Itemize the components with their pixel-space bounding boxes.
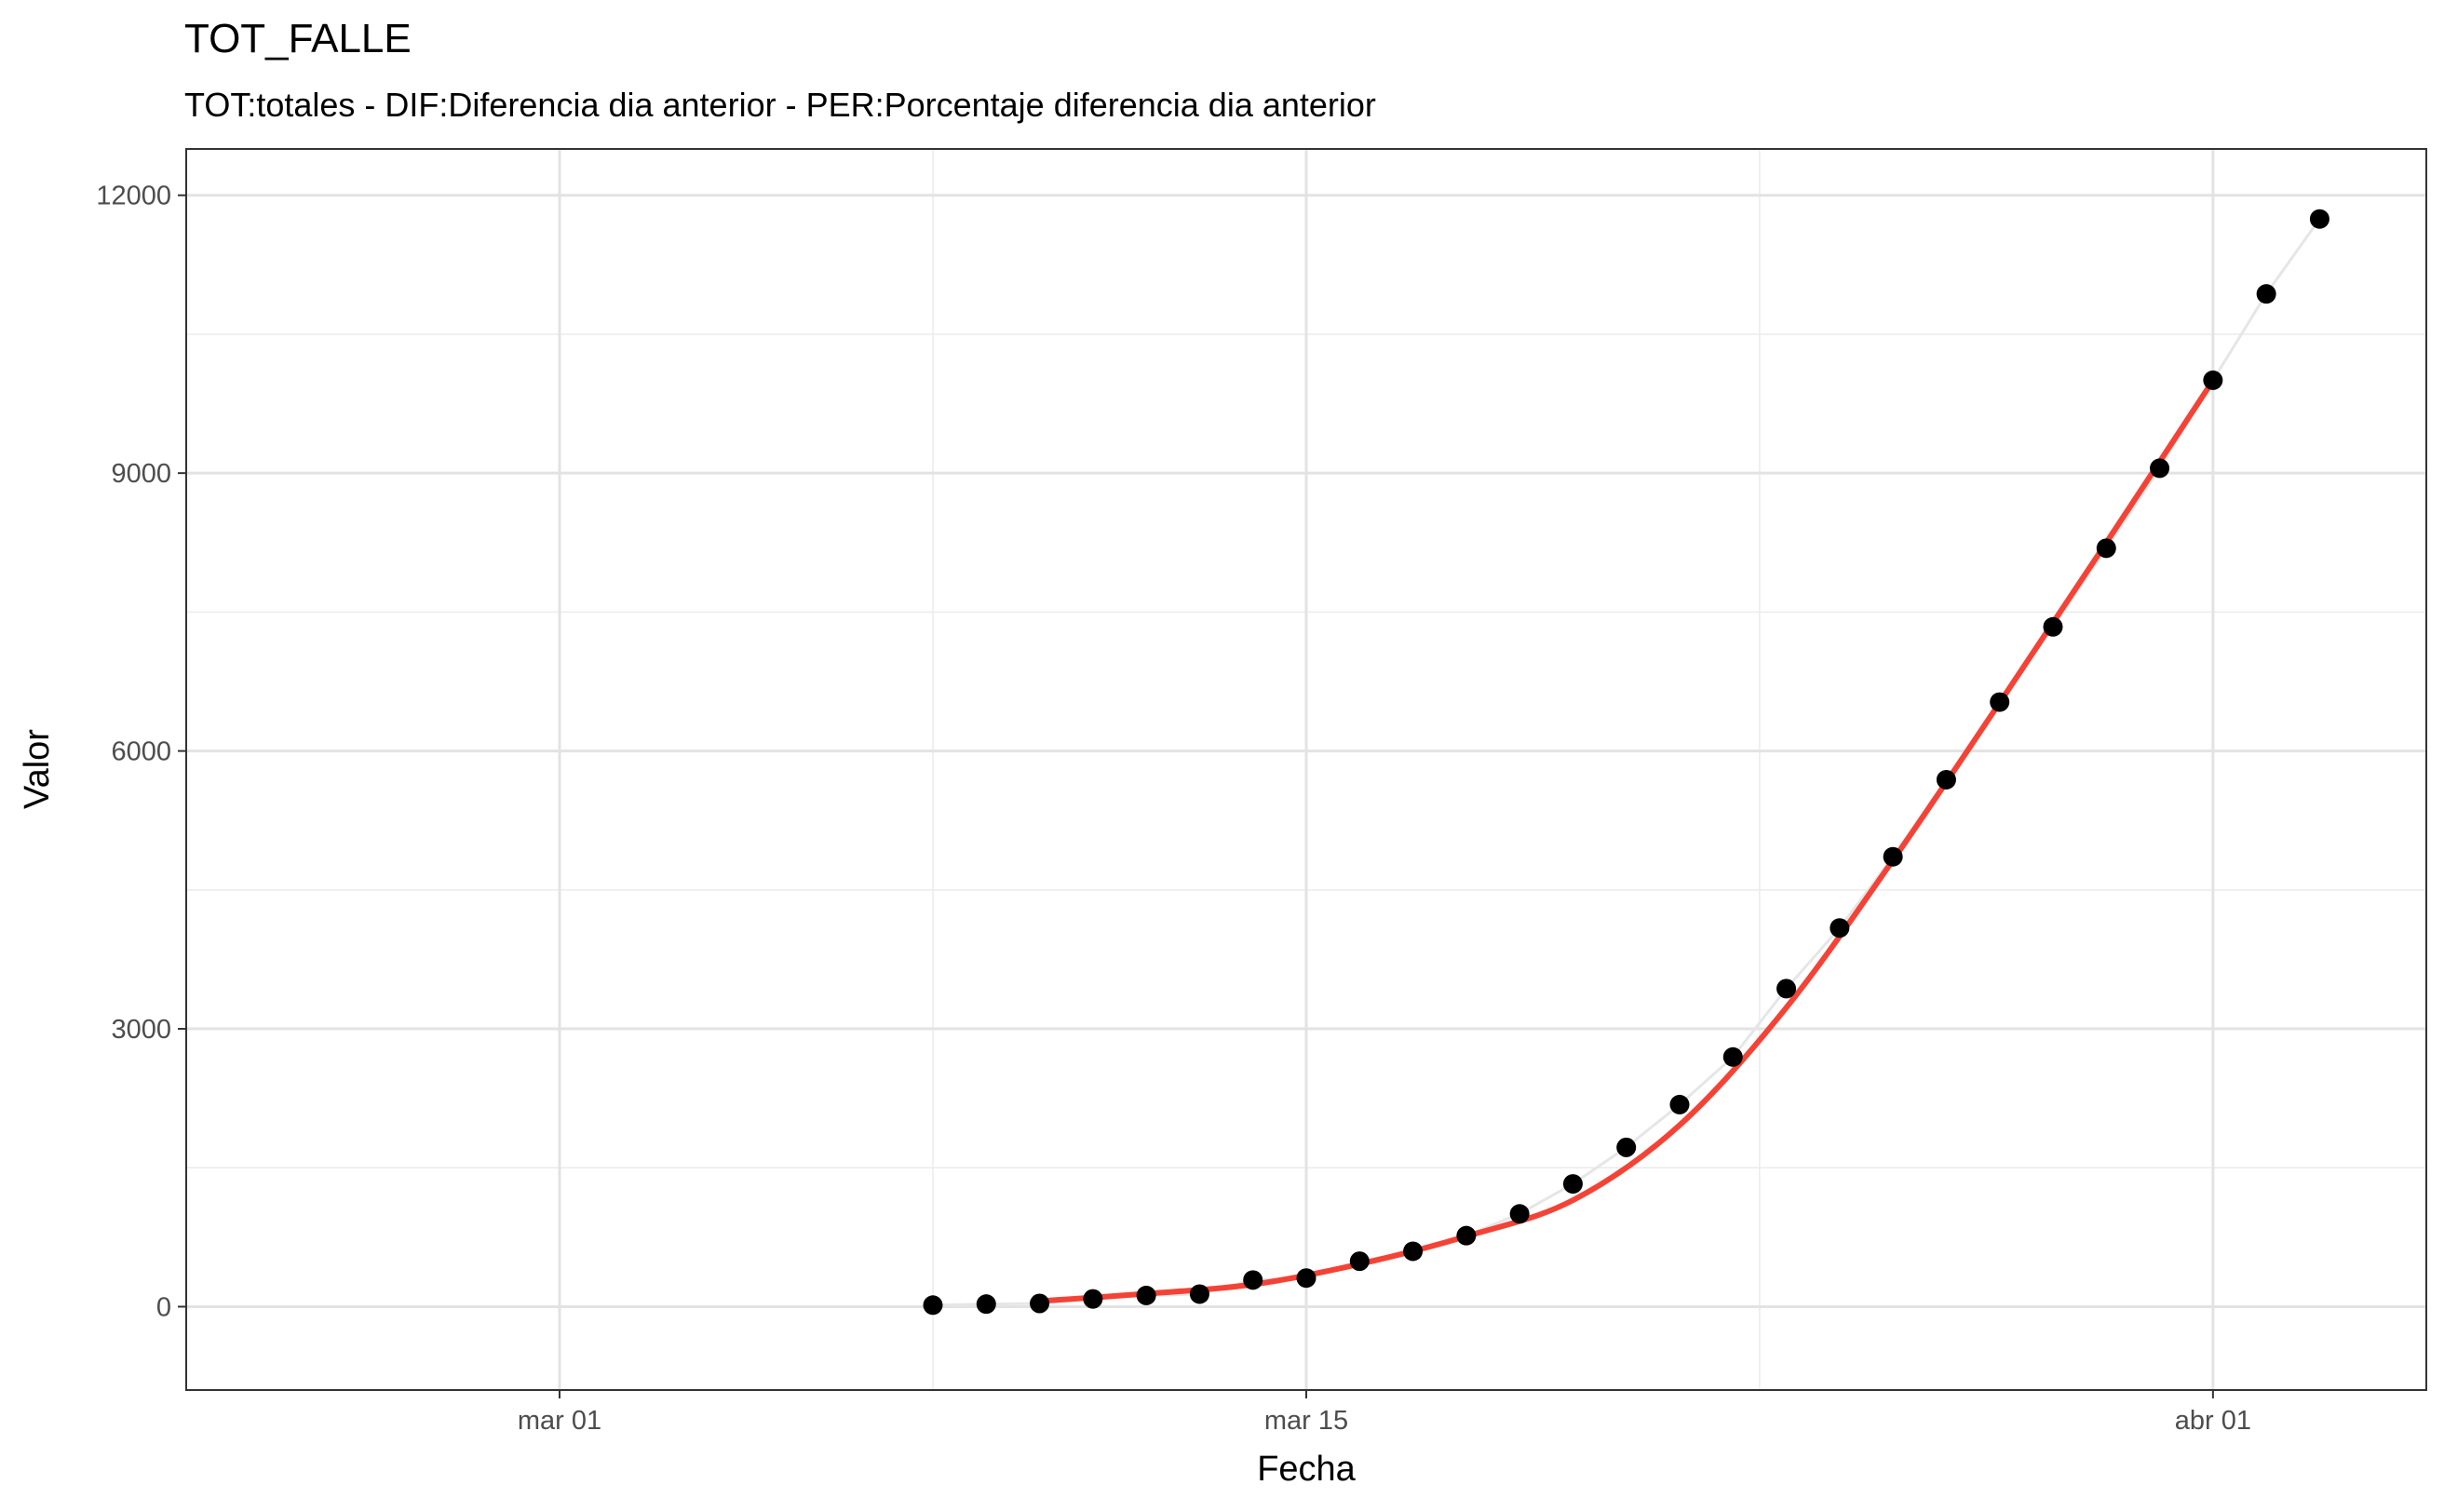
chart-subtitle: TOT:totales - DIF:Diferencia dia anterio… bbox=[184, 86, 1376, 124]
data-point bbox=[1669, 1094, 1690, 1114]
data-point bbox=[923, 1295, 943, 1316]
data-point bbox=[1830, 918, 1850, 938]
data-point bbox=[1883, 846, 1903, 867]
data-point bbox=[2309, 209, 2329, 229]
data-point bbox=[1509, 1204, 1530, 1224]
y-tick-label: 9000 bbox=[111, 459, 171, 489]
data-point bbox=[1083, 1289, 1103, 1309]
data-point bbox=[1776, 979, 1797, 999]
y-tick-label: 3000 bbox=[111, 1015, 171, 1045]
data-point bbox=[2096, 538, 2116, 559]
data-point bbox=[1030, 1293, 1050, 1314]
grid-major bbox=[186, 149, 2426, 1390]
data-point bbox=[2203, 370, 2223, 390]
data-point bbox=[1403, 1241, 1424, 1262]
x-axis-title: Fecha bbox=[1257, 1450, 1356, 1489]
data-point bbox=[1243, 1270, 1263, 1290]
x-axis: mar 01 mar 15 abr 01 bbox=[518, 1390, 2251, 1436]
data-point bbox=[1349, 1251, 1370, 1272]
data-point bbox=[1189, 1284, 1209, 1304]
data-point bbox=[1456, 1225, 1477, 1246]
data-point bbox=[1616, 1137, 1637, 1157]
chart-title: TOT_FALLE bbox=[184, 16, 412, 61]
y-axis-title: Valor bbox=[18, 729, 57, 809]
x-tick-label: mar 15 bbox=[1264, 1406, 1348, 1436]
data-point bbox=[1562, 1174, 1583, 1195]
x-tick-label: abr 01 bbox=[2175, 1406, 2251, 1436]
x-tick-label: mar 01 bbox=[518, 1406, 601, 1436]
series-layer bbox=[923, 209, 2329, 1316]
data-point bbox=[1990, 692, 2010, 712]
y-tick-label: 6000 bbox=[111, 737, 171, 767]
y-tick-label: 0 bbox=[156, 1292, 171, 1322]
data-point bbox=[1936, 769, 1956, 790]
data-point bbox=[976, 1294, 996, 1315]
y-axis: 0 3000 6000 9000 12000 bbox=[96, 182, 186, 1322]
data-point bbox=[2043, 616, 2063, 637]
data-point bbox=[2256, 284, 2276, 304]
data-point bbox=[2150, 458, 2170, 479]
y-tick-label: 12000 bbox=[96, 182, 171, 211]
data-point bbox=[1722, 1046, 1743, 1067]
data-point bbox=[1296, 1268, 1317, 1289]
data-point bbox=[1136, 1285, 1156, 1305]
